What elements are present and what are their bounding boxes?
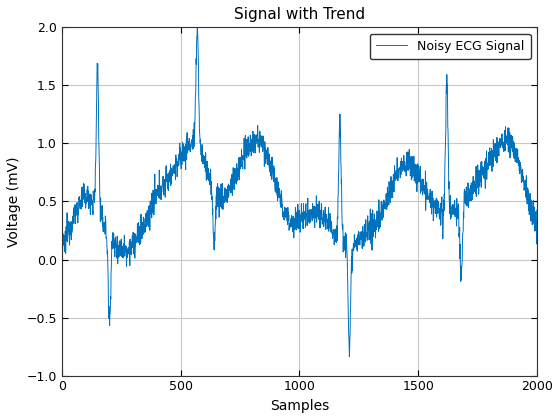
Noisy ECG Signal — [346, 354, 353, 359]
Noisy ECG Signal — [58, 248, 65, 253]
Noisy ECG Signal — [290, 214, 296, 219]
Noisy ECG Signal — [433, 196, 440, 201]
Noisy ECG Signal — [520, 173, 527, 178]
Noisy ECG Signal — [277, 202, 284, 207]
Legend: Noisy ECG Signal: Noisy ECG Signal — [370, 34, 531, 59]
Noisy ECG Signal — [83, 195, 90, 200]
Y-axis label: Voltage (mV): Voltage (mV) — [7, 156, 21, 247]
Noisy ECG Signal — [194, 20, 200, 25]
Noisy ECG Signal — [520, 180, 527, 185]
Title: Signal with Trend: Signal with Trend — [234, 7, 365, 22]
Line: Noisy ECG Signal: Noisy ECG Signal — [62, 22, 537, 357]
X-axis label: Samples: Samples — [270, 399, 329, 413]
Noisy ECG Signal — [534, 207, 540, 213]
